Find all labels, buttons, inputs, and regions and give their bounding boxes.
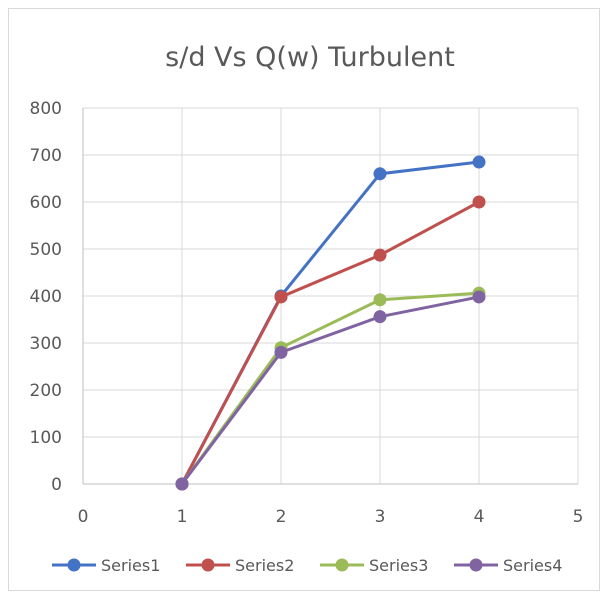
data-point (373, 167, 387, 181)
axes: 0 100 200 300 400 500 600 700 800 0 1 2 3 4 5 (30, 99, 584, 527)
series-4 (175, 290, 486, 491)
legend-item: Series2 (186, 556, 294, 575)
legend-label: Series2 (235, 556, 294, 575)
gridlines (83, 107, 579, 484)
y-tick-label: 400 (30, 287, 62, 307)
y-tick-label: 600 (30, 193, 62, 213)
data-point (274, 290, 288, 304)
data-point (373, 310, 387, 324)
legend-marker (201, 558, 215, 572)
data-point (373, 248, 387, 262)
data-point (472, 155, 486, 169)
series-line (180, 295, 480, 485)
legend-label: Series3 (369, 556, 428, 575)
legend: Series1 Series2 Series3 Series4 (52, 556, 562, 575)
legend-marker (469, 558, 483, 572)
legend-marker (335, 558, 349, 572)
y-tick-label: 0 (51, 475, 62, 495)
data-point (472, 195, 486, 209)
x-tick-label: 0 (78, 507, 89, 527)
x-tick-label: 1 (177, 507, 188, 527)
y-tick-label: 800 (30, 99, 62, 119)
legend-marker (67, 558, 81, 572)
x-tick-label: 2 (276, 507, 287, 527)
data-point (175, 477, 189, 491)
x-tick-label: 3 (375, 507, 386, 527)
series-3 (175, 286, 486, 491)
legend-label: Series1 (101, 556, 160, 575)
data-point (373, 293, 387, 307)
series-line (180, 291, 480, 485)
y-tick-label: 700 (30, 146, 62, 166)
legend-label: Series4 (503, 556, 562, 575)
y-tick-label: 300 (30, 334, 62, 354)
y-tick-label: 100 (30, 428, 62, 448)
x-tick-label: 5 (573, 507, 584, 527)
legend-item: Series3 (320, 556, 428, 575)
y-tick-label: 200 (30, 381, 62, 401)
legend-item: Series4 (454, 556, 562, 575)
data-point (472, 290, 486, 304)
series-lines (175, 155, 486, 491)
x-tick-label: 4 (474, 507, 485, 527)
chart-frame (8, 8, 600, 591)
series-line (180, 200, 480, 485)
chart-title: s/d Vs Q(w) Turbulent (165, 42, 455, 73)
legend-item: Series1 (52, 556, 160, 575)
y-tick-label: 500 (30, 240, 62, 260)
data-point (274, 345, 288, 359)
